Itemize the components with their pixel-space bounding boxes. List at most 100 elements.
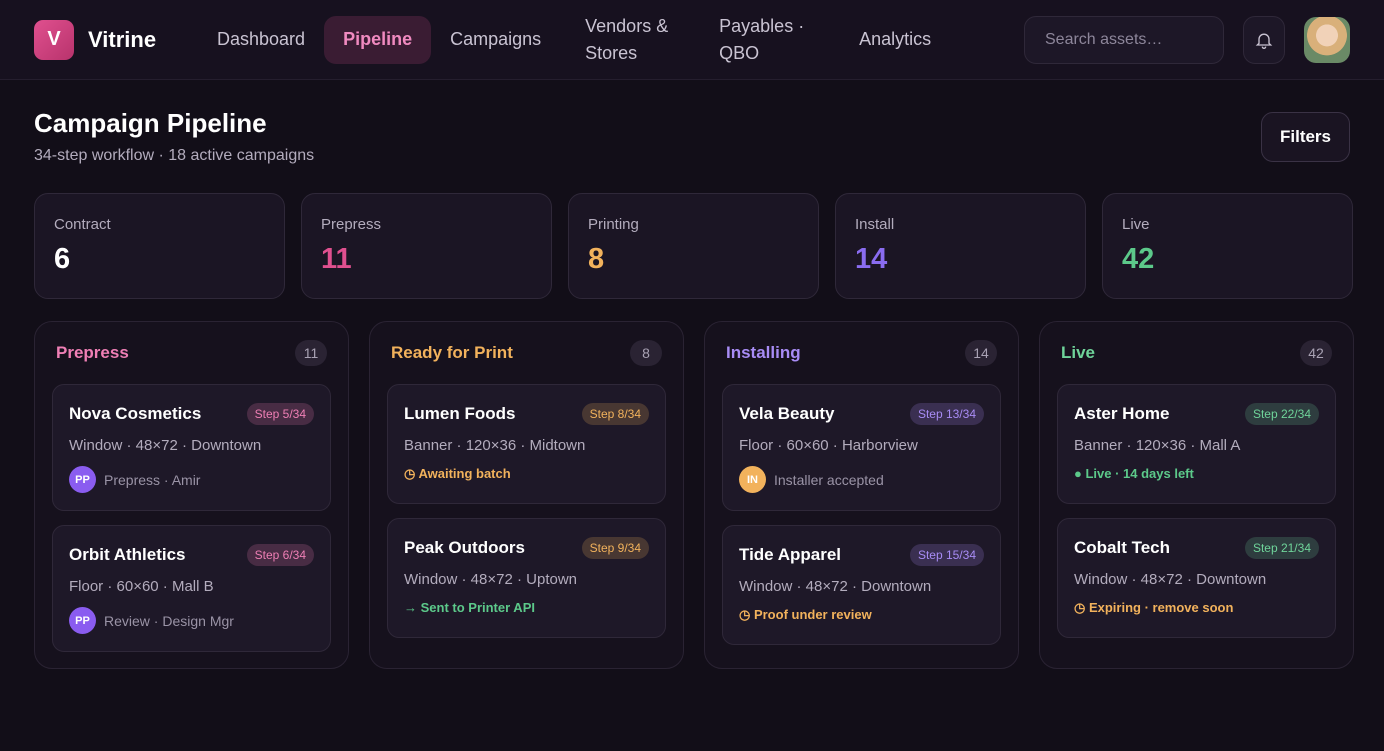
nav-link[interactable]: Campaigns	[450, 29, 542, 49]
card-header: Nova Cosmetics Step 5/34	[69, 403, 314, 425]
status-row: ◷ Awaiting batch	[404, 466, 649, 482]
campaign-meta: Window · 48×72 · Downtown	[1074, 571, 1267, 588]
status-text: Review · Design Mgr	[104, 612, 234, 629]
column-title: Live	[1061, 343, 1096, 362]
column-count: 14	[965, 340, 997, 366]
nav-link[interactable]: Dashboard	[217, 29, 306, 49]
card-header: Lumen Foods Step 8/34	[404, 403, 649, 425]
nav-link[interactable]: Analytics	[859, 29, 932, 49]
step-badge: Step 9/34	[581, 537, 649, 559]
stat-label: Contract	[54, 216, 111, 233]
card-header: Tide Apparel Step 15/34	[739, 544, 984, 566]
status-row: ● Live · 14 days left	[1074, 466, 1319, 481]
campaign-card[interactable]: Cobalt Tech Step 21/34 Window · 48×72 · Do…	[1057, 518, 1336, 638]
stat-value: 6	[54, 243, 71, 275]
nav-link[interactable]: Vendors & Stores	[585, 15, 669, 63]
step-badge: Step 22/34	[1244, 403, 1319, 425]
status-row: IN Installer accepted	[739, 466, 984, 493]
pipeline-board: Prepress 11 Nova Cosmetics Step 5/34 Window …	[34, 321, 1354, 669]
status-row: ◷ Expiring · remove soon	[1074, 600, 1319, 616]
card-header: Peak Outdoors Step 9/34	[404, 537, 649, 559]
column-title: Ready for Print	[391, 343, 513, 362]
column-count: 11	[295, 340, 327, 366]
stat-label: Prepress	[321, 216, 382, 233]
stat-value: 42	[1122, 243, 1155, 275]
assignee-avatar: PP	[69, 607, 96, 634]
status-text: ● Live · 14 days left	[1074, 466, 1194, 481]
campaign-card[interactable]: Tide Apparel Step 15/34 Window · 48×72 · D…	[722, 525, 1001, 645]
column-header: Installing 14	[722, 322, 1001, 384]
pipeline-column: Live 42 Aster Home Step 22/34 Banner · 120×3…	[1039, 321, 1354, 669]
campaign-card[interactable]: Lumen Foods Step 8/34 Banner · 120×36 · Mi…	[387, 384, 666, 504]
search-input[interactable]: Search assets…	[1024, 15, 1224, 64]
status-text: ◷ Expiring · remove soon	[1074, 600, 1234, 615]
nav-link[interactable]: Pipeline	[324, 15, 432, 64]
status-text: Prepress · Amir	[104, 471, 201, 488]
status-row: PP Prepress · Amir	[69, 466, 314, 493]
card-header: Vela Beauty Step 13/34	[739, 403, 984, 425]
logo[interactable]: V	[34, 19, 74, 60]
status-row: PP Review · Design Mgr	[69, 607, 314, 634]
stat-label: Install	[855, 216, 895, 233]
campaign-meta: Window · 48×72 · Downtown	[739, 578, 932, 595]
notifications-button[interactable]	[1243, 15, 1285, 64]
campaign-card[interactable]: Nova Cosmetics Step 5/34 Window · 48×72 · …	[52, 384, 331, 511]
stat-label: Printing	[588, 216, 639, 233]
campaign-meta: Banner · 120×36 · Mall A	[1074, 437, 1241, 454]
step-badge: Step 13/34	[909, 403, 984, 425]
brand[interactable]: Vitrine	[88, 26, 157, 52]
stat-value: 11	[321, 243, 352, 275]
page-title: Campaign Pipeline	[34, 108, 267, 138]
step-badge: Step 5/34	[246, 403, 314, 425]
campaign-name: Peak Outdoors	[404, 538, 525, 557]
card-header: Aster Home Step 22/34	[1074, 403, 1319, 425]
campaign-name: Tide Apparel	[739, 545, 842, 564]
status-text: ◷ Proof under review	[739, 607, 872, 622]
stats-row: Contract 6 Prepress 11 Printing 8 Install 14 Liv…	[34, 193, 1353, 299]
campaign-card[interactable]: Peak Outdoors Step 9/34 Window · 48×72 · U…	[387, 518, 666, 638]
column-title: Prepress	[56, 343, 129, 362]
campaign-meta: Window · 48×72 · Uptown	[404, 571, 577, 588]
status-row: ◷ Proof under review	[739, 607, 984, 623]
campaign-meta: Floor · 60×60 · Harborview	[739, 437, 918, 454]
page-header: Campaign Pipeline 34-step workflow · 18 …	[34, 108, 1350, 168]
page-subtitle: 34-step workflow · 18 active campaigns	[34, 147, 315, 164]
pipeline-column: Ready for Print 8 Lumen Foods Step 8/34 Bann…	[369, 321, 684, 669]
column-count: 8	[630, 340, 662, 366]
column-title: Installing	[726, 343, 801, 362]
step-badge: Step 8/34	[581, 403, 649, 425]
status-row: → Sent to Printer API	[404, 600, 649, 615]
column-header: Ready for Print 8	[387, 322, 666, 384]
nav-link[interactable]: Payables · QBO	[719, 15, 805, 63]
stat-value: 14	[855, 243, 888, 275]
card-header: Orbit Athletics Step 6/34	[69, 544, 314, 566]
status-text: → Sent to Printer API	[404, 600, 535, 615]
campaign-card[interactable]: Vela Beauty Step 13/34 Floor · 60×60 · Har…	[722, 384, 1001, 511]
assignee-avatar: PP	[69, 466, 96, 493]
stat-value: 8	[588, 243, 605, 275]
step-badge: Step 6/34	[246, 544, 314, 566]
pipeline-column: Installing 14 Vela Beauty Step 13/34 Floor ·…	[704, 321, 1019, 669]
column-header: Prepress 11	[52, 322, 331, 384]
bell-icon	[1255, 33, 1273, 49]
campaign-card[interactable]: Orbit Athletics Step 6/34 Floor · 60×60 · …	[52, 525, 331, 652]
user-avatar[interactable]	[1304, 16, 1350, 63]
nav-items: Dashboard Pipeline Campaigns Vendors & Stor…	[198, 13, 950, 67]
status-text: Installer accepted	[774, 471, 884, 488]
campaign-card[interactable]: Aster Home Step 22/34 Banner · 120×36 · Ma…	[1057, 384, 1336, 504]
campaign-name: Aster Home	[1074, 404, 1170, 423]
stat-card: Install 14	[835, 193, 1086, 299]
campaign-name: Nova Cosmetics	[69, 404, 202, 423]
campaign-name: Vela Beauty	[739, 404, 835, 423]
campaign-name: Orbit Athletics	[69, 545, 186, 564]
top-nav: V Vitrine Dashboard Pipeline Campaigns Vend…	[0, 0, 1384, 80]
stat-label: Live	[1122, 216, 1150, 233]
filters-button[interactable]: Filters	[1261, 112, 1350, 162]
campaign-meta: Floor · 60×60 · Mall B	[69, 578, 214, 595]
campaign-name: Lumen Foods	[404, 404, 516, 423]
assignee-avatar: IN	[739, 466, 766, 493]
stat-card: Live 42	[1102, 193, 1353, 299]
status-text: ◷ Awaiting batch	[404, 466, 511, 481]
